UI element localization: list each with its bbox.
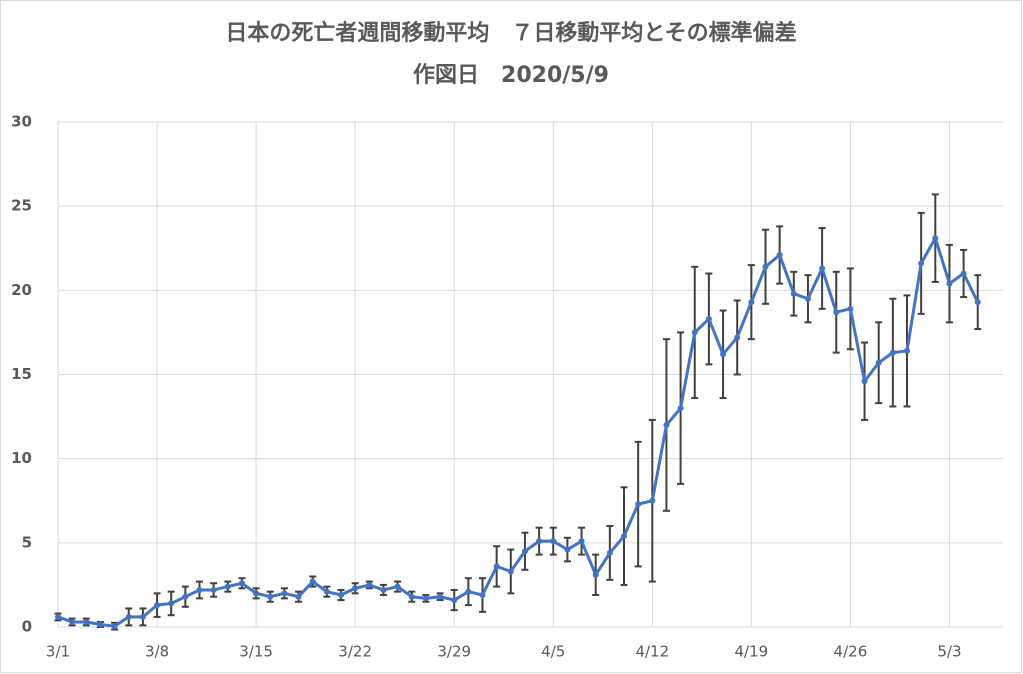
chart-title: 日本の死亡者週間移動平均 ７日移動平均とその標準偏差 bbox=[225, 20, 796, 46]
marker bbox=[352, 585, 359, 592]
marker bbox=[606, 549, 613, 556]
marker bbox=[111, 623, 118, 630]
marker bbox=[210, 586, 217, 593]
marker bbox=[889, 349, 896, 356]
marker bbox=[649, 497, 656, 504]
marker bbox=[437, 593, 444, 600]
marker bbox=[238, 580, 245, 587]
marker bbox=[691, 329, 698, 336]
marker bbox=[819, 265, 826, 272]
marker bbox=[125, 613, 132, 620]
marker bbox=[521, 548, 528, 555]
marker bbox=[465, 588, 472, 595]
marker bbox=[833, 309, 840, 316]
marker bbox=[97, 621, 104, 628]
marker bbox=[804, 295, 811, 302]
marker bbox=[663, 422, 670, 428]
marker bbox=[479, 592, 486, 599]
marker bbox=[380, 586, 387, 593]
marker bbox=[932, 235, 939, 242]
x-tick-label: 3/1 bbox=[46, 643, 70, 661]
x-tick-label: 4/12 bbox=[635, 643, 669, 661]
x-tick-label: 3/15 bbox=[239, 643, 273, 661]
marker bbox=[323, 588, 330, 595]
chart-subtitle: 作図日 2020/5/9 bbox=[413, 63, 609, 88]
x-tick-label: 5/3 bbox=[937, 643, 961, 661]
marker bbox=[224, 583, 231, 590]
marker bbox=[635, 501, 642, 508]
marker bbox=[847, 305, 854, 312]
marker bbox=[592, 571, 599, 578]
marker bbox=[918, 260, 925, 267]
marker bbox=[564, 546, 571, 553]
marker bbox=[168, 600, 175, 607]
x-tick-label: 3/29 bbox=[437, 643, 471, 661]
marker bbox=[960, 270, 967, 277]
y-tick-label: 15 bbox=[11, 365, 32, 383]
marker bbox=[253, 590, 260, 597]
marker bbox=[154, 602, 161, 609]
marker bbox=[295, 593, 302, 600]
x-tick-label: 4/19 bbox=[735, 643, 769, 661]
marker bbox=[946, 280, 953, 287]
marker bbox=[69, 618, 76, 625]
marker bbox=[776, 251, 783, 258]
y-tick-label: 5 bbox=[22, 533, 32, 551]
marker bbox=[875, 359, 882, 366]
y-tick-label: 20 bbox=[11, 281, 32, 299]
y-tick-label: 10 bbox=[11, 449, 32, 467]
marker bbox=[182, 593, 189, 600]
marker bbox=[422, 595, 429, 602]
y-tick-label: 30 bbox=[11, 113, 32, 131]
marker bbox=[394, 583, 401, 590]
marker bbox=[267, 593, 274, 600]
marker bbox=[451, 597, 458, 604]
marker bbox=[139, 613, 146, 620]
marker bbox=[720, 351, 727, 358]
marker bbox=[705, 315, 712, 322]
marker bbox=[366, 581, 373, 588]
marker bbox=[861, 378, 868, 385]
marker bbox=[281, 590, 288, 597]
marker bbox=[790, 290, 797, 297]
marker bbox=[507, 568, 514, 575]
y-tick-label: 0 bbox=[22, 618, 32, 636]
y-tick-label: 25 bbox=[11, 197, 32, 215]
marker bbox=[493, 563, 500, 570]
marker bbox=[578, 538, 585, 545]
marker bbox=[677, 405, 684, 412]
x-tick-label: 4/5 bbox=[541, 643, 565, 661]
marker bbox=[55, 613, 61, 620]
x-tick-label: 4/26 bbox=[834, 643, 868, 661]
marker bbox=[408, 593, 415, 600]
marker bbox=[904, 347, 910, 354]
marker bbox=[536, 538, 543, 545]
marker bbox=[550, 538, 557, 545]
marker bbox=[762, 263, 769, 270]
marker bbox=[309, 578, 316, 585]
marker bbox=[338, 592, 344, 599]
x-tick-label: 3/22 bbox=[338, 643, 372, 661]
marker bbox=[734, 334, 741, 341]
x-tick-label: 3/8 bbox=[145, 643, 169, 661]
marker bbox=[621, 533, 627, 540]
marker bbox=[974, 299, 981, 306]
marker bbox=[83, 618, 90, 625]
marker bbox=[196, 586, 203, 593]
marker bbox=[748, 299, 755, 306]
